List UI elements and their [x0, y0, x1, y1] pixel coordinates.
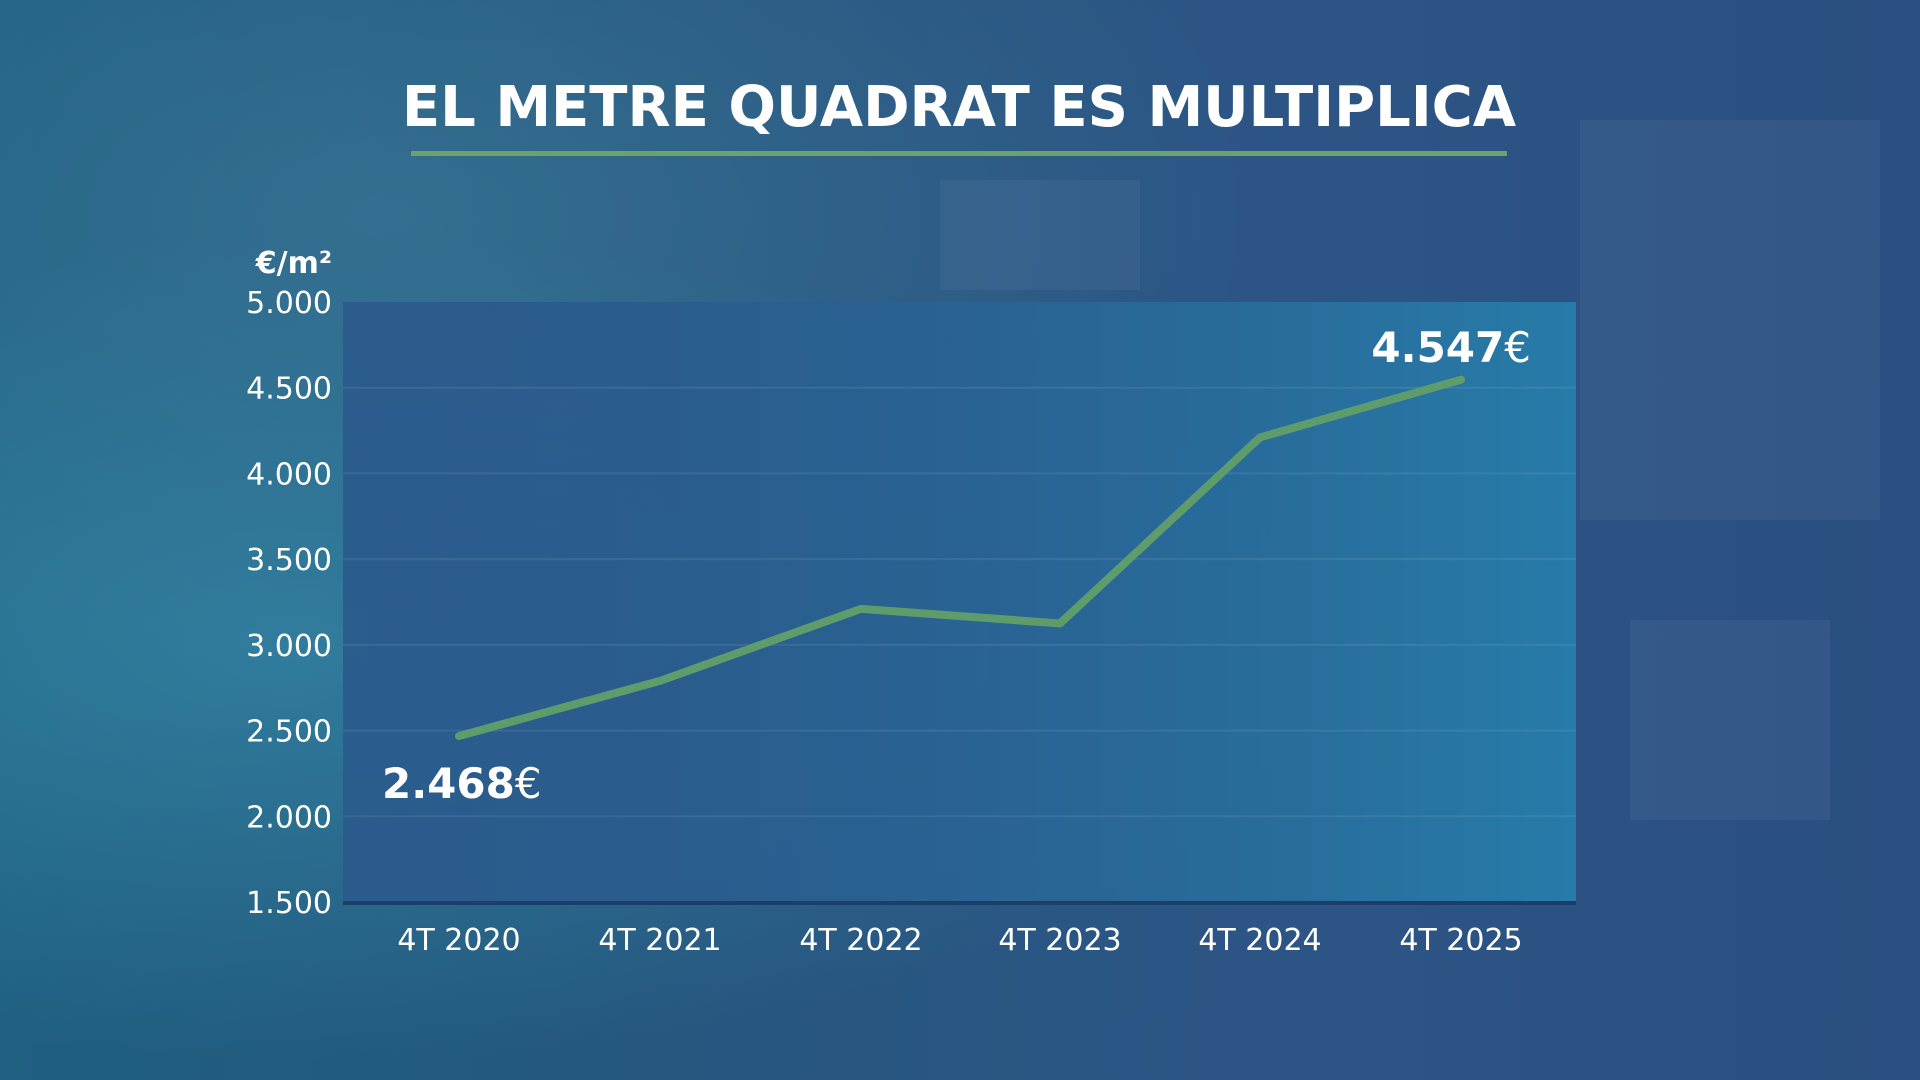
background-block	[1580, 120, 1880, 520]
x-tick-label: 4T 2020	[397, 923, 520, 958]
y-tick-label: 2.500	[246, 715, 332, 750]
x-tick-label: 4T 2021	[598, 923, 721, 958]
x-tick-label: 4T 2023	[998, 923, 1121, 958]
series-line	[455, 375, 1465, 741]
chart-title: EL METRE QUADRAT ES MULTIPLICA	[402, 75, 1517, 140]
title-underline	[411, 151, 1507, 156]
x-tick-label: 4T 2022	[799, 923, 922, 958]
y-tick-label: 3.000	[246, 629, 332, 664]
y-tick-label: 3.500	[246, 543, 332, 578]
y-tick-label: 1.500	[246, 886, 332, 921]
plot-area-tint	[343, 302, 1576, 902]
data-label-start: 2.468€	[382, 759, 542, 808]
y-tick-label: 4.500	[246, 372, 332, 407]
background-block	[940, 180, 1140, 290]
background-block	[1630, 620, 1830, 820]
x-tick-label: 4T 2025	[1399, 923, 1522, 958]
y-tick-label: 5.000	[246, 286, 332, 321]
y-tick-label: 4.000	[246, 457, 332, 492]
x-tick-label: 4T 2024	[1198, 923, 1321, 958]
y-tick-label: 2.000	[246, 800, 332, 835]
data-label-end: 4.547€	[1371, 323, 1531, 372]
y-axis-unit-label: €/m²	[255, 246, 332, 281]
